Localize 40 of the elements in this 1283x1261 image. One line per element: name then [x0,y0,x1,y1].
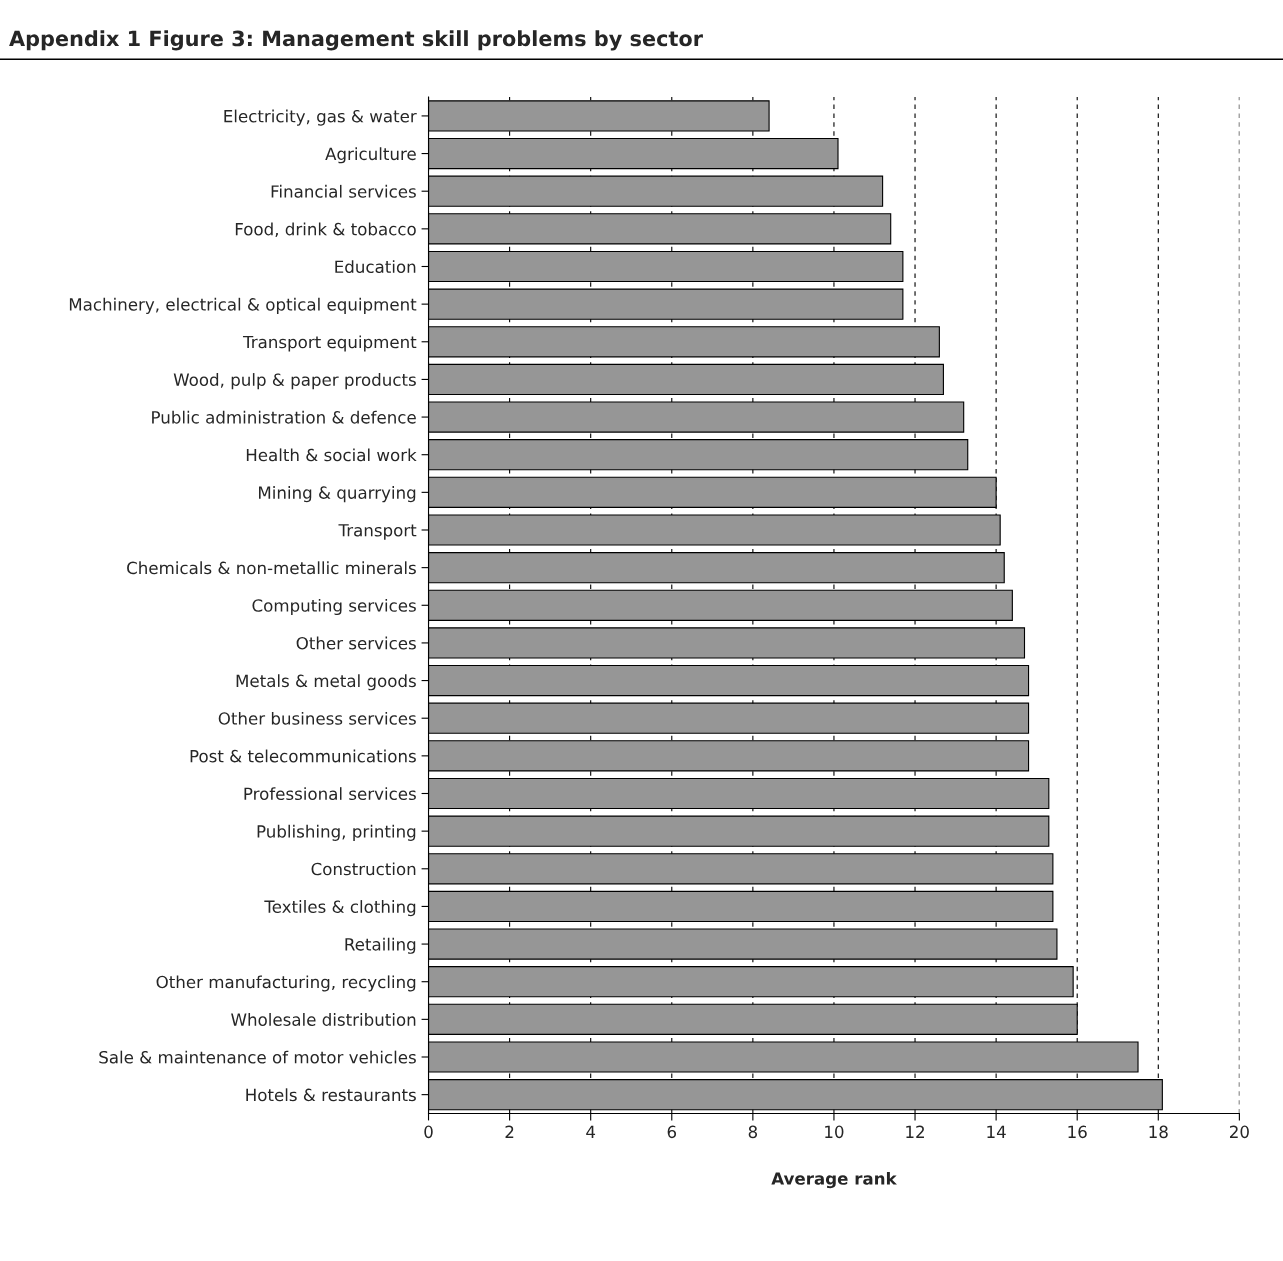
x-tick-label: 0 [424,1125,433,1139]
x-tick-label: 18 [1149,1125,1168,1139]
y-tick-label: Retailing [345,937,416,954]
y-tick-label: Transport [338,524,417,540]
y-tick-label: Wholesale distribution [231,1013,416,1026]
y-tick-label: Sale & maintenance of motor vehicles [99,1050,416,1064]
x-tick-label: 4 [586,1125,596,1138]
chart-title: Appendix 1 Figure 3: Management skill problems by sector [9,30,703,51]
x-tick-label: 10 [825,1125,844,1139]
y-tick-label: Education [335,260,416,274]
y-tick-label: Health & social work [246,448,417,462]
y-tick-label: Agriculture [325,147,416,164]
x-tick-label: 6 [667,1125,677,1139]
y-tick-label: Chemicals & non-metallic minerals [127,561,416,575]
y-tick-label: Other manufacturing, recycling [156,975,416,992]
y-tick-label: Professional services [244,787,416,801]
y-tick-label: Publishing, printing [257,824,416,841]
y-tick-label: Electricity, gas & water [224,109,417,126]
y-tick-label: Hotels & restaurants [246,1088,416,1102]
y-tick-label: Transport equipment [242,335,417,352]
y-tick-label: Other services [296,636,416,650]
y-tick-label: Mining & quarrying [259,486,416,503]
y-tick-label: Metals & metal goods [236,674,416,691]
x-tick-label: 20 [1230,1125,1249,1139]
x-tick-label: 2 [505,1125,514,1138]
y-tick-label: Financial services [271,184,416,198]
y-tick-label: Computing services [252,598,416,616]
x-tick-label: 12 [906,1125,924,1138]
x-axis-title: Average rank [771,1171,897,1189]
y-tick-label: Wood, pulp & paper products [173,373,416,390]
y-tick-label: Food, drink & tobacco [235,222,416,238]
y-tick-label: Public administration & defence [152,410,416,424]
y-tick-label: Textiles & clothing [264,900,416,917]
y-tick-label: Machinery, electrical & optical equipment [69,297,417,314]
y-tick-label: Construction [311,862,416,876]
x-tick-label: 8 [748,1125,758,1139]
y-tick-label: Other business services [218,711,416,725]
y-tick-label: Post & telecommunications [190,749,416,763]
x-tick-label: 14 [987,1125,1006,1138]
x-tick-label: 16 [1068,1125,1087,1139]
